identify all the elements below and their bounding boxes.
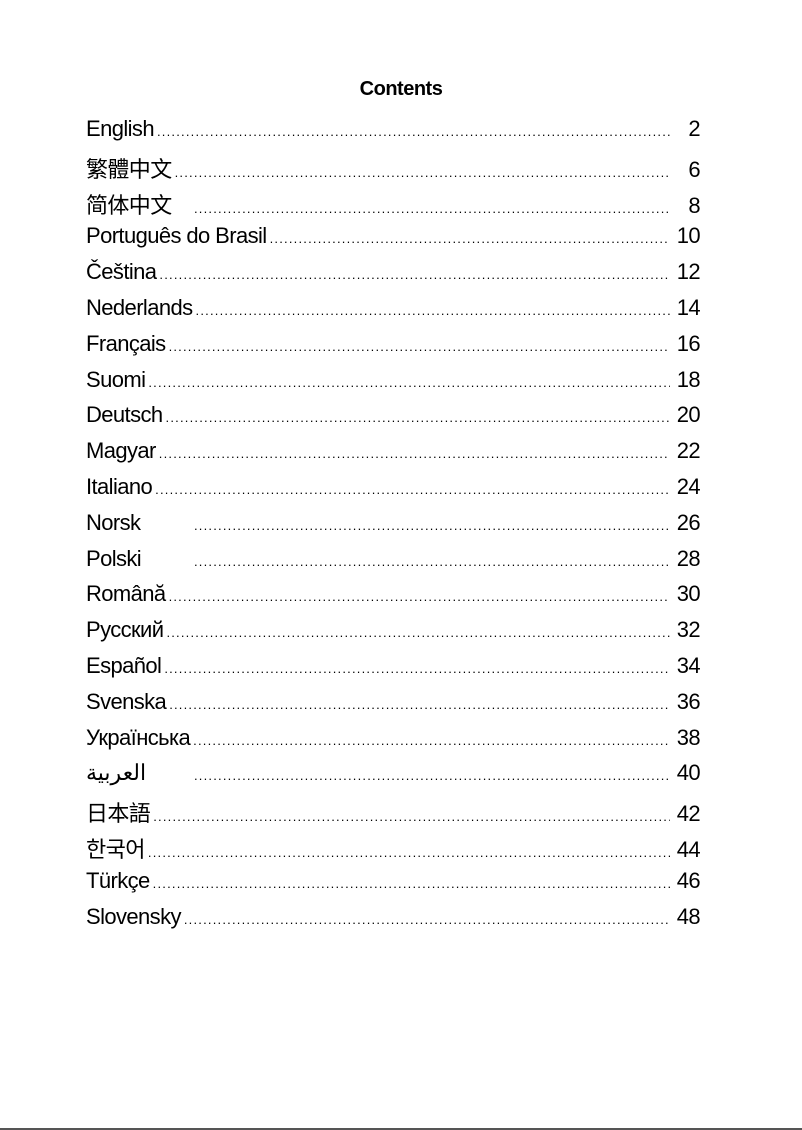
toc-entry-label: Čeština bbox=[86, 259, 157, 285]
toc-entry-page: 2 bbox=[688, 116, 700, 141]
toc-entry-label: Svenska bbox=[86, 688, 167, 714]
toc-entry-page: 42 bbox=[676, 801, 701, 827]
toc-entry-label: Română bbox=[86, 581, 166, 607]
contents-title: Contents bbox=[359, 78, 443, 100]
dot-leader bbox=[164, 661, 670, 676]
toc-entry[interactable]: Polski 28 bbox=[86, 545, 701, 582]
toc-entry-page: 30 bbox=[676, 581, 701, 607]
dot-leader bbox=[194, 768, 670, 783]
dot-leader bbox=[155, 482, 670, 497]
toc-entry-page: 22 bbox=[676, 438, 701, 464]
toc-entry[interactable]: 繁體中文 6 bbox=[86, 152, 701, 188]
toc-entry[interactable]: 한국어 44 bbox=[86, 832, 701, 868]
toc-entry-label: 한국어 bbox=[86, 836, 146, 862]
dot-leader bbox=[169, 697, 670, 712]
toc-entry[interactable]: Français 16 bbox=[86, 330, 701, 367]
toc-entry[interactable]: Italiano 24 bbox=[86, 473, 701, 510]
toc-entry[interactable]: Русский 32 bbox=[86, 617, 701, 653]
dot-leader bbox=[194, 554, 670, 569]
toc-entry-page: 36 bbox=[676, 688, 701, 714]
toc-entry[interactable]: Español 34 bbox=[86, 652, 701, 689]
toc-entry[interactable]: Čeština 12 bbox=[86, 259, 701, 295]
toc-entry-label: 简体中文 bbox=[86, 192, 172, 218]
dot-leader bbox=[159, 267, 670, 282]
toc-entry[interactable]: Svenska 36 bbox=[86, 688, 701, 725]
toc-entry-page: 46 bbox=[676, 867, 701, 893]
toc-entry-page: 14 bbox=[676, 294, 701, 320]
page-bottom-border bbox=[0, 1128, 802, 1130]
toc-entry-page: 20 bbox=[676, 402, 701, 428]
dot-leader bbox=[148, 845, 670, 860]
dot-leader bbox=[270, 231, 670, 246]
toc-entry-page: 26 bbox=[676, 509, 701, 535]
toc-entry[interactable]: Norsk 26 bbox=[86, 509, 701, 546]
toc-entry-page: 28 bbox=[676, 545, 701, 571]
dot-leader bbox=[184, 912, 670, 927]
toc-entry-page: 40 bbox=[676, 760, 701, 786]
toc-entry[interactable]: 日本語 42 bbox=[86, 796, 701, 832]
toc-entry-label: 繁體中文 bbox=[86, 156, 172, 182]
toc-entry-page: 16 bbox=[676, 330, 701, 356]
dot-leader bbox=[193, 733, 670, 748]
toc-entry[interactable]: Українська 38 bbox=[86, 724, 701, 761]
toc-entry[interactable]: English 2 bbox=[86, 116, 701, 152]
table-of-contents: English 2 繁體中文 6 简体中文 8 Português do Brasil 10 Č… bbox=[86, 116, 701, 940]
toc-entry-label: English bbox=[86, 116, 155, 141]
toc-entry[interactable]: Türkçe 46 bbox=[86, 867, 701, 904]
toc-entry-page: 34 bbox=[676, 652, 701, 678]
dot-leader bbox=[194, 518, 670, 533]
dot-leader bbox=[175, 165, 670, 180]
toc-entry-page: 24 bbox=[676, 473, 701, 499]
toc-entry[interactable]: Română 30 bbox=[86, 581, 701, 617]
toc-entry-label: Polski bbox=[86, 545, 142, 571]
dot-leader bbox=[148, 375, 670, 390]
toc-entry-page: 38 bbox=[676, 724, 701, 750]
toc-entry-label: Italiano bbox=[86, 473, 153, 499]
toc-entry-label: Українська bbox=[86, 724, 191, 750]
dot-leader bbox=[157, 124, 670, 139]
toc-entry-label: 日本語 bbox=[86, 801, 151, 827]
toc-entry[interactable]: Slovensky 48 bbox=[86, 903, 701, 940]
toc-entry-label: Deutsch bbox=[86, 402, 163, 428]
toc-entry-page: 10 bbox=[676, 223, 701, 249]
dot-leader bbox=[153, 876, 670, 891]
dot-leader bbox=[166, 410, 670, 425]
dot-leader bbox=[159, 446, 670, 461]
toc-entry-label: Español bbox=[86, 652, 162, 678]
dot-leader bbox=[153, 809, 670, 824]
toc-entry-page: 32 bbox=[676, 617, 701, 643]
toc-entry-label: Magyar bbox=[86, 438, 156, 464]
toc-entry-label: Türkçe bbox=[86, 867, 150, 893]
toc-entry[interactable]: Magyar 22 bbox=[86, 438, 701, 474]
toc-entry[interactable]: Nederlands 14 bbox=[86, 294, 701, 331]
toc-entry-page: 12 bbox=[676, 259, 701, 285]
toc-entry-label: Français bbox=[86, 330, 166, 356]
dot-leader bbox=[194, 201, 670, 216]
dot-leader bbox=[166, 625, 670, 640]
toc-entry[interactable]: Deutsch 20 bbox=[86, 402, 701, 438]
dot-leader bbox=[169, 589, 670, 604]
toc-entry[interactable]: Suomi 18 bbox=[86, 366, 701, 403]
toc-entry-label: Português do Brasil bbox=[86, 223, 267, 249]
toc-entry-page: 8 bbox=[688, 192, 700, 218]
toc-entry-label: Suomi bbox=[86, 366, 146, 392]
toc-entry-page: 44 bbox=[676, 836, 701, 862]
toc-entry[interactable]: Português do Brasil 10 bbox=[86, 223, 701, 259]
toc-entry-label: العربية bbox=[86, 760, 147, 786]
toc-entry-label: Nederlands bbox=[86, 294, 193, 320]
dot-leader bbox=[169, 339, 670, 354]
toc-entry-label: Slovensky bbox=[86, 903, 181, 929]
dot-leader bbox=[196, 303, 670, 318]
toc-entry-page: 18 bbox=[676, 366, 701, 392]
toc-entry-label: Русский bbox=[86, 617, 164, 643]
toc-entry-label: Norsk bbox=[86, 509, 141, 535]
toc-entry[interactable]: 简体中文 8 bbox=[86, 188, 701, 224]
toc-entry[interactable]: العربية 40 bbox=[86, 760, 701, 796]
toc-entry-page: 48 bbox=[676, 903, 701, 929]
toc-entry-page: 6 bbox=[688, 156, 700, 182]
